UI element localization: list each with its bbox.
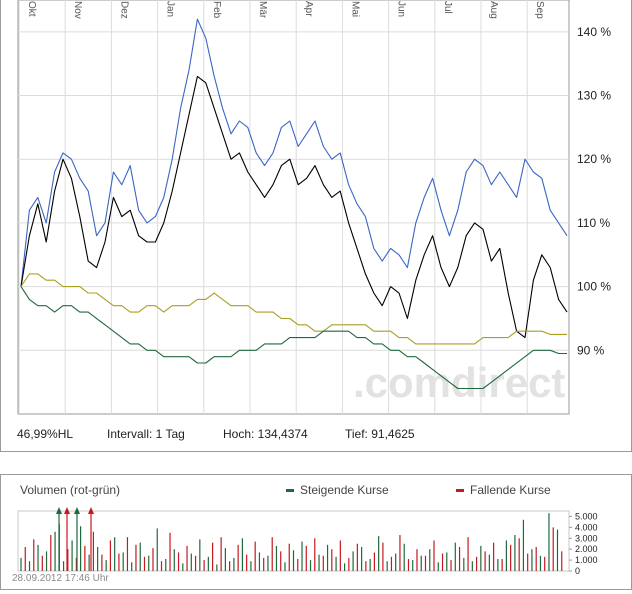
series-line-0 (20, 18, 568, 287)
volume-tick-label: 0 (575, 566, 580, 576)
y-tick-label: 130 % (577, 89, 611, 103)
month-label: Okt (26, 1, 37, 17)
legend-rising-label: Steigende Kurse (300, 483, 389, 497)
series-line-2 (20, 273, 567, 345)
volume-tick-label: 4.000 (575, 522, 598, 532)
month-label: Mär (257, 1, 268, 19)
legend-falling-label: Fallende Kurse (470, 483, 551, 497)
interval-value: Intervall: 1 Tag (107, 427, 185, 441)
month-label: Mai (349, 1, 360, 17)
legend-falling-swatch (456, 489, 464, 493)
y-tick-label: 110 % (577, 216, 610, 230)
series-line-3 (20, 286, 567, 390)
volume-tick-label: 1.000 (575, 555, 598, 565)
month-label: Aug (488, 1, 499, 19)
month-label: Dez (118, 1, 129, 19)
legend-rising: Steigende Kurse (286, 483, 389, 497)
y-tick-label: 140 % (577, 25, 611, 39)
timestamp: 28.09.2012 17:46 Uhr (12, 573, 109, 584)
low-value: Tief: 91,4625 (345, 427, 415, 441)
month-label: Jul (442, 1, 453, 14)
off-scale-arrow-icon (64, 507, 70, 514)
price-chart-panel: Okt Nov Dez Jan Feb Mär Apr Mai Jun Jul Aug Sep 140 … (0, 0, 632, 452)
volume-chart-panel: 5.000 4.000 3.000 2.000 1.000 0 (0, 474, 632, 590)
month-label: Jan (165, 1, 176, 17)
month-label: Jun (396, 1, 407, 17)
legend-rising-swatch (286, 489, 294, 493)
volume-title: Volumen (rot-grün) (20, 483, 121, 497)
price-chart: Okt Nov Dez Jan Feb Mär Apr Mai Jun Jul Aug Sep 140 … (17, 0, 611, 415)
watermark: .comdirect (353, 359, 565, 406)
month-label: Feb (211, 1, 222, 19)
off-scale-arrow-icon (56, 507, 62, 514)
y-tick-label: 100 % (577, 280, 611, 294)
legend-falling: Fallende Kurse (456, 483, 551, 497)
off-scale-arrow-icon (74, 507, 80, 514)
plot-area (17, 0, 570, 415)
off-scale-arrow-icon (88, 507, 94, 514)
y-tick-label: 90 % (577, 343, 605, 357)
month-label: Nov (72, 1, 83, 19)
month-label: Apr (303, 1, 314, 17)
hl-value: 46,99%HL (17, 427, 74, 441)
volume-tick-label: 3.000 (575, 533, 598, 543)
high-value: Hoch: 134,4374 (223, 427, 308, 441)
volume-tick-label: 5.000 (575, 511, 598, 521)
series-line-1 (20, 75, 568, 339)
month-label: Sep (534, 1, 545, 19)
y-tick-label: 120 % (577, 152, 611, 166)
volume-tick-label: 2.000 (575, 544, 598, 554)
